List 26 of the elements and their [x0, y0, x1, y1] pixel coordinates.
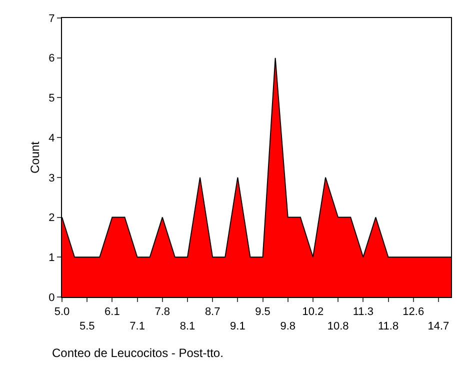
x-tick-label: 9.1	[230, 320, 246, 332]
x-tick-label: 7.8	[154, 306, 170, 318]
x-tick-label: 8.1	[180, 320, 196, 332]
y-tick-label: 5	[48, 92, 55, 105]
y-tick-label: 0	[48, 292, 55, 304]
x-tick-label: 12.6	[402, 306, 424, 318]
x-tick-label: 9.8	[280, 320, 296, 332]
y-tick-label: 6	[48, 52, 55, 65]
y-tick-label: 1	[48, 252, 55, 264]
x-tick-label: 10.8	[327, 320, 349, 332]
x-tick-label: 11.3	[352, 306, 374, 318]
x-tick-label: 7.1	[130, 320, 145, 332]
x-tick-label: 10.2	[302, 306, 324, 318]
y-tick-label: 3	[48, 172, 55, 184]
x-tick-label: 14.7	[428, 320, 450, 332]
x-tick-label: 8.7	[204, 306, 220, 318]
y-tick-label: 4	[48, 132, 55, 144]
y-axis-title: Count	[28, 140, 42, 174]
x-axis-title: Conteo de Leucocitos - Post-tto.	[52, 346, 224, 360]
x-tick-label: 5.0	[54, 306, 70, 318]
x-tick-label: 6.1	[104, 306, 120, 318]
x-tick-label: 5.5	[79, 320, 95, 332]
y-tick-label: 7	[48, 12, 55, 25]
y-tick-label: 2	[48, 212, 55, 224]
x-tick-label: 11.8	[378, 320, 399, 332]
x-tick-label: 9.5	[255, 306, 270, 318]
